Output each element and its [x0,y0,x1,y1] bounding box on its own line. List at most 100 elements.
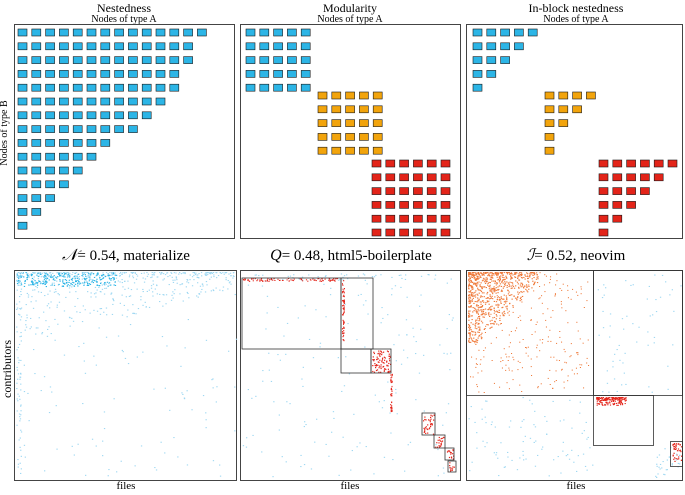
title-nestedness: Nestedness [97,1,151,15]
matrix-entry [107,275,109,277]
matrix-entry [616,349,618,351]
matrix-entry [177,456,179,458]
matrix-entry [476,293,478,295]
matrix-entry [469,272,471,274]
matrix-entry [529,273,531,275]
matrix-entry [496,299,498,301]
matrix-entry [430,424,432,426]
matrix-entry [45,282,47,284]
matrix-entry [17,466,19,468]
matrix-entry [132,312,134,314]
matrix-entry [424,428,426,430]
matrix-entry [665,469,667,471]
matrix-entry [112,279,115,281]
matrix-entry [377,361,379,363]
matrix-entry [171,294,173,296]
matrix-entry [124,280,126,282]
matrix-entry [522,450,524,452]
matrix-entry [102,455,104,457]
module-cell [413,214,423,223]
matrix-entry [567,375,569,377]
matrix-entry [518,273,520,275]
matrix-entry [468,283,470,285]
matrix-entry [125,296,127,298]
matrix-entry [476,384,478,386]
matrix-entry [100,282,102,284]
nested-cell [59,28,69,37]
matrix-entry [84,274,86,276]
matrix-entry [312,357,315,359]
matrix-entry [266,312,268,314]
matrix-entry [66,281,69,283]
matrix-entry [498,288,500,290]
matrix-entry [609,325,611,327]
matrix-entry [36,282,38,284]
matrix-entry [99,313,102,315]
matrix-entry [586,357,588,359]
nested-cell [31,125,42,133]
inblock-cell [626,173,636,182]
matrix-entry [601,397,603,399]
nested-cell [155,56,166,64]
matrix-entry [254,278,256,280]
matrix-entry [508,388,510,390]
matrix-entry [496,297,498,299]
matrix-entry [509,273,511,275]
nested-cell [141,56,152,64]
matrix-entry [17,393,19,395]
matrix-entry [481,408,483,410]
matrix-entry [45,275,47,277]
matrix-entry [104,282,106,284]
matrix-entry [516,327,518,329]
matrix-entry [503,279,506,281]
nested-cell [155,97,166,106]
matrix-entry [108,274,110,276]
matrix-entry [27,294,30,296]
nested-cell [141,28,152,37]
matrix-entry [534,274,536,276]
matrix-entry [492,298,494,300]
matrix-entry [431,423,433,425]
matrix-entry [622,397,624,399]
nested-cell [45,97,55,106]
x-label-files-3: files [566,480,586,492]
matrix-entry [528,285,530,287]
matrix-entry [429,419,431,421]
matrix-entry [481,309,483,311]
nested-cell [100,125,111,133]
matrix-entry [315,280,317,282]
matrix-entry [474,334,476,336]
matrix-entry [167,276,169,278]
matrix-entry [531,287,533,289]
matrix-entry [477,322,480,324]
matrix-entry [403,349,405,351]
matrix-entry [423,427,425,429]
matrix-entry [539,297,541,299]
matrix-entry [229,272,232,274]
matrix-entry [568,458,571,460]
matrix-entry [91,280,93,282]
matrix-entry [132,272,134,274]
matrix-entry [563,381,565,383]
matrix-entry [477,313,479,315]
matrix-entry [343,322,345,324]
matrix-entry [391,380,393,382]
matrix-entry [316,418,318,420]
matrix-entry [585,421,587,423]
matrix-entry [24,329,26,331]
matrix-entry [502,360,504,361]
matrix-entry [468,275,470,277]
matrix-entry [256,280,258,282]
inblock-cell [598,214,609,223]
matrix-entry [620,400,622,402]
matrix-entry [187,292,189,294]
matrix-entry [532,274,534,276]
matrix-entry [33,349,35,351]
matrix-entry [111,313,114,315]
matrix-entry [679,454,681,456]
matrix-entry [34,283,36,285]
matrix-entry [342,279,344,281]
matrix-entry [180,273,182,275]
matrix-entry [71,274,73,276]
matrix-entry [45,281,48,283]
